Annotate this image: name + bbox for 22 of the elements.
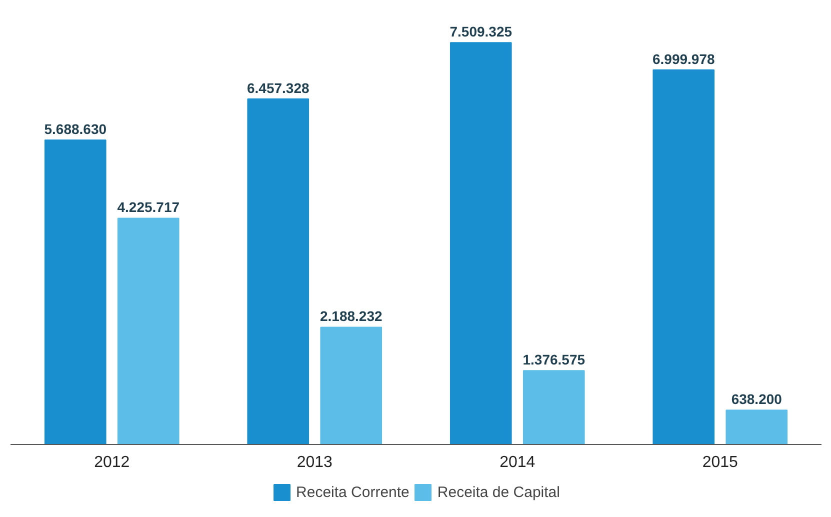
bar bbox=[117, 218, 180, 445]
bar bbox=[726, 410, 788, 445]
x-tick-label: 2015 bbox=[702, 454, 738, 472]
bar bbox=[44, 140, 106, 445]
x-tick-label: 2012 bbox=[94, 454, 130, 472]
data-label: 4.225.717 bbox=[117, 199, 180, 216]
data-label: 638.200 bbox=[731, 391, 782, 408]
data-label: 6.457.328 bbox=[246, 80, 310, 96]
data-label: 7.509.325 bbox=[450, 24, 512, 40]
bar bbox=[320, 326, 382, 445]
data-label: 2.188.232 bbox=[320, 308, 382, 324]
x-tick-label: 2014 bbox=[500, 454, 536, 472]
bar bbox=[450, 42, 512, 445]
legend-label: Receita Corrente bbox=[296, 484, 410, 500]
legend-label: Receita de Capital bbox=[437, 484, 560, 500]
data-label: 1.376.575 bbox=[522, 352, 586, 368]
bar bbox=[247, 98, 310, 445]
data-label: 6.999.978 bbox=[652, 50, 715, 67]
data-label: 5.688.630 bbox=[44, 121, 107, 137]
bar bbox=[522, 370, 585, 445]
bar bbox=[652, 69, 715, 445]
x-tick-label: 2013 bbox=[296, 454, 333, 472]
